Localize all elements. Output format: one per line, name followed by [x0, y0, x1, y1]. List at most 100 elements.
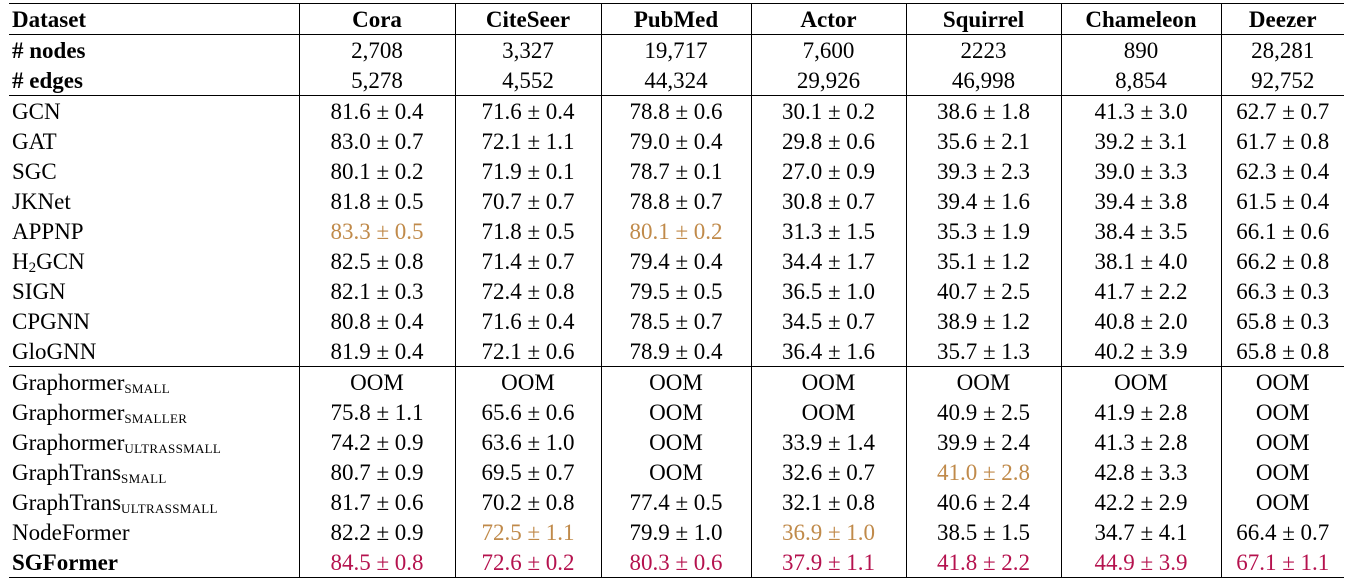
stat-cell: 7,600 [750, 34, 906, 65]
model-name-text: GraphTrans [12, 459, 122, 485]
result-cell: 36.5 ± 1.0 [750, 276, 906, 306]
result-cell: 81.8 ± 0.5 [298, 186, 455, 216]
result-cell: 81.6 ± 0.4 [298, 95, 455, 126]
result-cell: 71.9 ± 0.1 [454, 156, 601, 186]
model-name-text: GraphTrans [12, 489, 122, 515]
result-cell: 42.2 ± 2.9 [1060, 487, 1221, 517]
model-row: JKNet 81.8 ± 0.5 70.7 ± 0.7 78.8 ± 0.7 30.8 … [9, 186, 1344, 216]
result-cell-first: 44.9 ± 3.9 [1060, 547, 1221, 578]
model-row: SIGN 82.1 ± 0.3 72.4 ± 0.8 79.5 ± 0.5 36.5 ±… [9, 276, 1344, 306]
result-cell: 82.1 ± 0.3 [298, 276, 455, 306]
result-cell: 82.2 ± 0.9 [298, 517, 455, 547]
result-cell: 82.5 ± 0.8 [298, 246, 455, 276]
result-cell: 75.8 ± 1.1 [298, 397, 455, 427]
result-cell: OOM [454, 366, 601, 397]
model-name-text: APPNP [12, 218, 84, 244]
result-cell: 66.1 ± 0.6 [1220, 216, 1344, 246]
model-name-text: NodeFormer [12, 519, 130, 545]
model-row: GCN 81.6 ± 0.4 71.6 ± 0.4 78.8 ± 0.6 30.1 ± … [9, 95, 1344, 126]
stat-cell: 3,327 [454, 34, 601, 65]
result-cell: 62.7 ± 0.7 [1220, 95, 1344, 126]
result-cell: 77.4 ± 0.5 [600, 487, 751, 517]
result-cell: 34.5 ± 0.7 [750, 306, 906, 336]
stat-cell: 29,926 [750, 65, 906, 96]
result-cell: 32.1 ± 0.8 [750, 487, 906, 517]
result-cell: 39.4 ± 1.6 [905, 186, 1061, 216]
result-cell: 63.6 ± 1.0 [454, 427, 601, 457]
gnn-baselines-section: GCN 81.6 ± 0.4 71.6 ± 0.4 78.8 ± 0.6 30.1 ± … [9, 95, 1344, 367]
result-cell: 34.4 ± 1.7 [750, 246, 906, 276]
stat-row: # edges 5,278 4,552 44,324 29,926 46,998 8,854… [9, 65, 1344, 96]
model-row: GraphTransULTRASSMALL 81.7 ± 0.6 70.2 ± 0.… [9, 487, 1344, 517]
header-row: Dataset Cora CiteSeer PubMed Actor Squir… [9, 3, 1344, 35]
model-name: GraphormerULTRASSMALL [9, 427, 299, 457]
result-cell: 39.0 ± 3.3 [1060, 156, 1221, 186]
result-cell: 35.7 ± 1.3 [905, 336, 1061, 367]
result-cell: 61.7 ± 0.8 [1220, 126, 1344, 156]
stat-cell: 92,752 [1220, 65, 1344, 96]
column-header: Chameleon [1060, 3, 1221, 35]
result-cell-second: 72.5 ± 1.1 [454, 517, 601, 547]
result-cell: 71.6 ± 0.4 [454, 306, 601, 336]
stat-cell: 890 [1060, 34, 1221, 65]
model-name: GraphormerSMALLER [9, 397, 299, 427]
model-name: APPNP [9, 216, 299, 246]
model-name: SGC [9, 156, 299, 186]
model-row: GraphTransSMALL 80.7 ± 0.9 69.5 ± 0.7 OOM 32… [9, 457, 1344, 487]
model-name: NodeFormer [9, 517, 299, 547]
result-cell: 70.2 ± 0.8 [454, 487, 601, 517]
model-name-suffix: GCN [36, 248, 85, 274]
model-name-text: SGFormer [12, 549, 119, 575]
result-cell-second: 36.9 ± 1.0 [750, 517, 906, 547]
column-header: CiteSeer [454, 3, 601, 35]
result-cell: 41.7 ± 2.2 [1060, 276, 1221, 306]
model-name: SGFormer [9, 547, 299, 578]
model-name-text: GAT [12, 128, 57, 154]
model-row: GloGNN 81.9 ± 0.4 72.1 ± 0.6 78.9 ± 0.4 36.4… [9, 336, 1344, 367]
result-cell-first: 67.1 ± 1.1 [1220, 547, 1344, 578]
model-name: H2GCN [9, 246, 299, 276]
result-cell: 66.2 ± 0.8 [1220, 246, 1344, 276]
stat-row: # nodes 2,708 3,327 19,717 7,600 2223 890 28,28… [9, 34, 1344, 65]
result-cell: 41.9 ± 2.8 [1060, 397, 1221, 427]
model-name: GraphTransULTRASSMALL [9, 487, 299, 517]
column-header: PubMed [600, 3, 751, 35]
model-name-text: GCN [12, 98, 61, 124]
result-cell: 39.9 ± 2.4 [905, 427, 1061, 457]
result-cell: 80.1 ± 0.2 [298, 156, 455, 186]
model-name: SIGN [9, 276, 299, 306]
model-row: CPGNN 80.8 ± 0.4 71.6 ± 0.4 78.5 ± 0.7 34.5 … [9, 306, 1344, 336]
model-name: GraphTransSMALL [9, 457, 299, 487]
model-row: GraphormerSMALLER 75.8 ± 1.1 65.6 ± 0.6 OOM… [9, 397, 1344, 427]
stat-cell: 2,708 [298, 34, 455, 65]
result-cell: 79.9 ± 1.0 [600, 517, 751, 547]
result-cell: 35.3 ± 1.9 [905, 216, 1061, 246]
result-cell: OOM [600, 457, 751, 487]
result-cell: 79.0 ± 0.4 [600, 126, 751, 156]
result-cell: 39.3 ± 2.3 [905, 156, 1061, 186]
model-name-text: SIGN [12, 278, 66, 304]
result-cell: 65.8 ± 0.3 [1220, 306, 1344, 336]
model-name-subscript: ULTRASSMALL [121, 500, 218, 516]
result-cell: 32.6 ± 0.7 [750, 457, 906, 487]
result-cell: 29.8 ± 0.6 [750, 126, 906, 156]
model-name-subscript: SMALL [124, 380, 170, 396]
model-name-text: GloGNN [12, 338, 97, 364]
result-cell: 69.5 ± 0.7 [454, 457, 601, 487]
results-table: Dataset Cora CiteSeer PubMed Actor Squir… [9, 3, 1344, 578]
column-header: Actor [750, 3, 906, 35]
model-row: SGC 80.1 ± 0.2 71.9 ± 0.1 78.7 ± 0.1 27.0 ± … [9, 156, 1344, 186]
model-name-subscript: 2 [28, 259, 37, 276]
result-cell: OOM [1060, 366, 1221, 397]
model-name-text: Graphormer [12, 399, 125, 425]
result-cell: 40.7 ± 2.5 [905, 276, 1061, 306]
result-cell-first: 72.6 ± 0.2 [454, 547, 601, 578]
result-cell: OOM [298, 366, 455, 397]
result-cell: OOM [905, 366, 1061, 397]
model-name-text: Graphormer [12, 369, 125, 395]
result-cell: 71.8 ± 0.5 [454, 216, 601, 246]
result-cell: 80.8 ± 0.4 [298, 306, 455, 336]
result-cell: 72.1 ± 1.1 [454, 126, 601, 156]
result-cell: 66.3 ± 0.3 [1220, 276, 1344, 306]
